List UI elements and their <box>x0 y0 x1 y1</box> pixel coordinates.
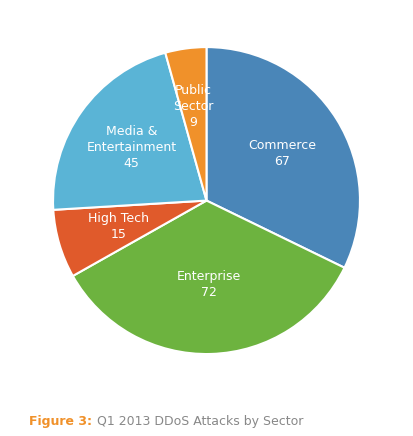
Wedge shape <box>206 47 360 268</box>
Text: Enterprise
72: Enterprise 72 <box>177 270 241 300</box>
Text: Q1 2013 DDoS Attacks by Sector: Q1 2013 DDoS Attacks by Sector <box>93 415 303 428</box>
Wedge shape <box>73 201 344 354</box>
Wedge shape <box>53 201 206 276</box>
Text: Figure 3:: Figure 3: <box>29 415 92 428</box>
Text: Media &
Entertainment
45: Media & Entertainment 45 <box>86 125 177 170</box>
Wedge shape <box>165 47 206 201</box>
Text: High Tech
15: High Tech 15 <box>88 212 149 241</box>
Text: Public
Sector
9: Public Sector 9 <box>173 84 214 129</box>
Text: Commerce
67: Commerce 67 <box>248 139 316 168</box>
Wedge shape <box>53 53 206 210</box>
